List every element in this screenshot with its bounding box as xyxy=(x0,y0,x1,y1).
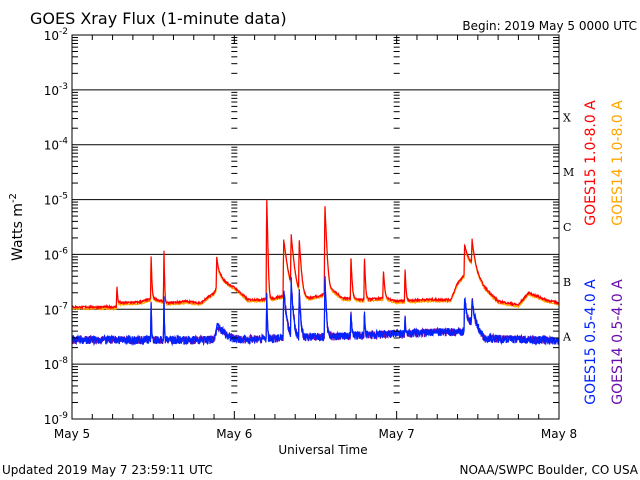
x-axis-label: Universal Time xyxy=(278,443,367,457)
flare-class-A: A xyxy=(562,331,572,344)
y-tick-base: 10 xyxy=(44,303,59,317)
y-tick-base: 10 xyxy=(44,84,59,98)
y-axis-label: Watts m-2 xyxy=(8,193,26,261)
y-tick-exp: -8 xyxy=(59,356,68,366)
flare-class-X: X xyxy=(563,111,571,124)
plot-frame xyxy=(71,34,560,420)
series-line-goes15-1-0-8-0-a xyxy=(71,199,560,310)
updated-label: Updated 2019 May 7 23:59:11 UTC xyxy=(2,463,213,477)
y-tick-label: 10-8 xyxy=(44,356,69,372)
svg-text:Watts m-2: Watts m-2 xyxy=(8,193,26,261)
series-line-goes15-0-5-4-0-a xyxy=(71,276,560,347)
y-tick-exp: -3 xyxy=(59,82,68,92)
x-tick-label: May 8 xyxy=(541,427,577,441)
y-tick-label: 10-4 xyxy=(44,137,69,153)
begin-label: Begin: 2019 May 5 0000 UTC xyxy=(462,19,637,33)
y-tick-label: 10-6 xyxy=(44,246,69,262)
legend: GOES15 1.0-8.0 A GOES14 1.0-8.0 A GOES15 0… xyxy=(583,100,626,405)
flare-class-B: B xyxy=(563,276,571,289)
y-tick-label: 10-9 xyxy=(44,411,69,427)
credit-label: NOAA/SWPC Boulder, CO USA xyxy=(460,463,639,477)
axis-ticks xyxy=(71,35,560,419)
legend-entry: GOES14 1.0-8.0 A xyxy=(610,100,626,226)
y-axis-label-exp: -2 xyxy=(8,193,19,203)
y-tick-label: 10-5 xyxy=(44,192,68,208)
y-tick-label: 10-2 xyxy=(44,27,68,43)
x-tick-label: May 7 xyxy=(379,427,415,441)
y-tick-exp: -4 xyxy=(59,137,68,147)
flux-curves xyxy=(71,199,560,347)
x-tick-label: May 6 xyxy=(216,427,252,441)
y-tick-label: 10-3 xyxy=(44,82,68,98)
flare-class-M: M xyxy=(563,166,574,179)
y-tick-base: 10 xyxy=(44,139,59,153)
y-tick-exp: -7 xyxy=(59,301,68,311)
y-tick-exp: -5 xyxy=(59,192,68,202)
y-tick-label: 10-7 xyxy=(44,301,68,317)
y-tick-exp: -6 xyxy=(59,246,68,256)
x-tick-labels: May 5 May 6 May 7 May 8 xyxy=(54,427,577,441)
y-tick-base: 10 xyxy=(44,29,59,43)
y-tick-labels: 10-210-310-410-510-610-710-810-9 xyxy=(44,27,69,427)
flare-class-labels: X M C B A xyxy=(562,111,574,343)
y-tick-exp: -9 xyxy=(59,411,68,421)
y-axis-label-text: Watts m xyxy=(10,203,26,261)
y-tick-base: 10 xyxy=(44,194,59,208)
x-tick-label: May 5 xyxy=(54,427,90,441)
series-line-goes14-1-0-8-0-a xyxy=(71,200,560,312)
chart-title: GOES Xray Flux (1-minute data) xyxy=(30,9,287,28)
y-tick-base: 10 xyxy=(44,248,59,262)
y-tick-exp: -2 xyxy=(59,27,68,37)
legend-entry: GOES14 0.5-4.0 A xyxy=(610,279,626,405)
y-tick-base: 10 xyxy=(44,358,59,372)
legend-entry: GOES15 0.5-4.0 A xyxy=(583,279,599,405)
gridlines xyxy=(72,34,559,420)
y-tick-base: 10 xyxy=(44,413,59,427)
legend-entry: GOES15 1.0-8.0 A xyxy=(583,100,599,226)
flare-class-C: C xyxy=(563,221,571,234)
